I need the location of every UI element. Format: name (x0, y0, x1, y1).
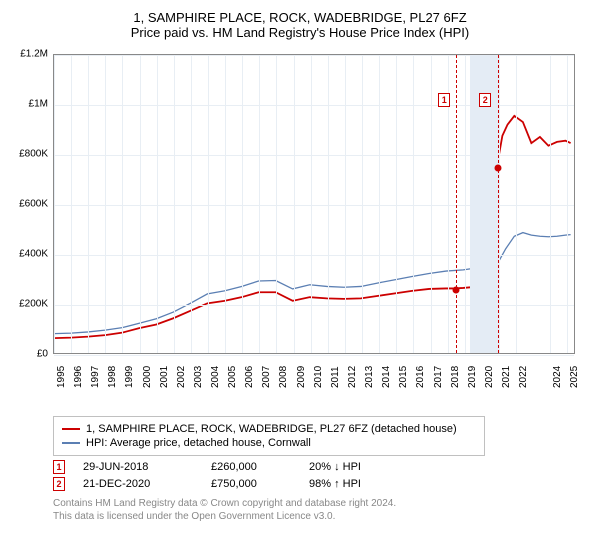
gridline-v (379, 55, 380, 353)
gridline-v (54, 55, 55, 353)
x-tick-label: 1998 (107, 366, 118, 388)
footer: Contains HM Land Registry data © Crown c… (53, 497, 585, 523)
x-tick-label: 2010 (313, 366, 324, 388)
gridline-v (208, 55, 209, 353)
annotation-box: 1 (438, 93, 450, 107)
y-tick-label: £600K (19, 199, 48, 210)
sales-table: 1 29-JUN-2018 £260,000 20% ↓ HPI 2 21-DEC-202… (53, 460, 585, 491)
y-tick-label: £1.2M (20, 49, 48, 60)
gridline-v (345, 55, 346, 353)
gridline-v (242, 55, 243, 353)
x-tick-label: 2025 (569, 366, 580, 388)
x-tick-label: 1995 (56, 366, 67, 388)
gridline-v (413, 55, 414, 353)
chart-title-subtitle: Price paid vs. HM Land Registry's House … (15, 25, 585, 40)
x-tick-label: 1997 (90, 366, 101, 388)
x-tick-label: 2013 (364, 366, 375, 388)
sales-row: 2 21-DEC-2020 £750,000 98% ↑ HPI (53, 477, 585, 491)
gridline-v (140, 55, 141, 353)
x-tick-label: 2004 (210, 366, 221, 388)
legend-swatch (62, 442, 80, 444)
x-tick-label: 2019 (467, 366, 478, 388)
gridline-v (465, 55, 466, 353)
gridline-v (105, 55, 106, 353)
gridline-v (396, 55, 397, 353)
x-tick-label: 2003 (193, 366, 204, 388)
chart-title-address: 1, SAMPHIRE PLACE, ROCK, WADEBRIDGE, PL2… (15, 10, 585, 25)
x-tick-label: 1996 (73, 366, 84, 388)
legend-item: 1, SAMPHIRE PLACE, ROCK, WADEBRIDGE, PL2… (62, 423, 476, 435)
sales-change: 98% ↑ HPI (309, 478, 379, 490)
x-tick-label: 2021 (501, 366, 512, 388)
x-tick-label: 2012 (347, 366, 358, 388)
x-tick-label: 2006 (244, 366, 255, 388)
y-tick-label: £1M (29, 99, 48, 110)
x-tick-label: 2007 (261, 366, 272, 388)
x-tick-label: 2020 (484, 366, 495, 388)
sale-dot (495, 164, 502, 171)
x-tick-label: 2001 (159, 366, 170, 388)
sale-vline (456, 55, 457, 353)
gridline-v (567, 55, 568, 353)
x-tick-label: 2022 (518, 366, 529, 388)
x-tick-label: 1999 (124, 366, 135, 388)
x-tick-label: 2015 (398, 366, 409, 388)
sales-row: 1 29-JUN-2018 £260,000 20% ↓ HPI (53, 460, 585, 474)
sales-date: 21-DEC-2020 (83, 478, 193, 490)
gridline-v (88, 55, 89, 353)
footer-line2: This data is licensed under the Open Gov… (53, 510, 585, 523)
legend-label: 1, SAMPHIRE PLACE, ROCK, WADEBRIDGE, PL2… (86, 423, 457, 435)
gridline-v (516, 55, 517, 353)
x-tick-label: 2005 (227, 366, 238, 388)
legend-item: HPI: Average price, detached house, Corn… (62, 437, 476, 449)
y-tick-label: £0 (37, 349, 48, 360)
y-tick-label: £800K (19, 149, 48, 160)
annotation-box: 2 (479, 93, 491, 107)
legend: 1, SAMPHIRE PLACE, ROCK, WADEBRIDGE, PL2… (53, 416, 485, 456)
gridline-v (174, 55, 175, 353)
gridline-v (122, 55, 123, 353)
footer-line1: Contains HM Land Registry data © Crown c… (53, 497, 585, 510)
gridline-v (191, 55, 192, 353)
plot-area: 12 (53, 54, 575, 354)
x-tick-label: 2011 (330, 366, 341, 388)
gridline-v (431, 55, 432, 353)
sales-change: 20% ↓ HPI (309, 461, 379, 473)
x-axis: 1995 1996 1997 1998 1999 2000 2001 2002 2003 2004… (53, 356, 575, 406)
legend-label: HPI: Average price, detached house, Corn… (86, 437, 311, 449)
sales-marker: 2 (53, 477, 65, 491)
gridline-v (362, 55, 363, 353)
sales-date: 29-JUN-2018 (83, 461, 193, 473)
legend-swatch (62, 428, 80, 430)
x-tick-label: 2017 (433, 366, 444, 388)
sales-marker: 1 (53, 460, 65, 474)
title-area: 1, SAMPHIRE PLACE, ROCK, WADEBRIDGE, PL2… (15, 10, 585, 40)
y-tick-label: £200K (19, 299, 48, 310)
gridline-v (259, 55, 260, 353)
x-tick-label: 2008 (278, 366, 289, 388)
gridline-v (225, 55, 226, 353)
sales-price: £260,000 (211, 461, 291, 473)
x-tick-label: 2014 (381, 366, 392, 388)
sales-price: £750,000 (211, 478, 291, 490)
gridline-v (157, 55, 158, 353)
gridline-v (550, 55, 551, 353)
x-tick-label: 2009 (296, 366, 307, 388)
x-tick-label: 2018 (450, 366, 461, 388)
sale-dot (453, 287, 460, 294)
x-tick-label: 2016 (415, 366, 426, 388)
gridline-v (328, 55, 329, 353)
y-tick-label: £400K (19, 249, 48, 260)
gridline-v (276, 55, 277, 353)
chart-area: £0£200K£400K£600K£800K£1M£1.2M 12 199519… (15, 44, 585, 414)
x-tick-label: 2002 (176, 366, 187, 388)
sale-vline (498, 55, 499, 353)
gridline-v (71, 55, 72, 353)
x-tick-label: 2000 (142, 366, 153, 388)
gridline-v (294, 55, 295, 353)
gridline-v (311, 55, 312, 353)
y-axis: £0£200K£400K£600K£800K£1M£1.2M (15, 54, 50, 354)
x-tick-label: 2024 (552, 366, 563, 388)
chart-container: 1, SAMPHIRE PLACE, ROCK, WADEBRIDGE, PL2… (0, 0, 600, 560)
